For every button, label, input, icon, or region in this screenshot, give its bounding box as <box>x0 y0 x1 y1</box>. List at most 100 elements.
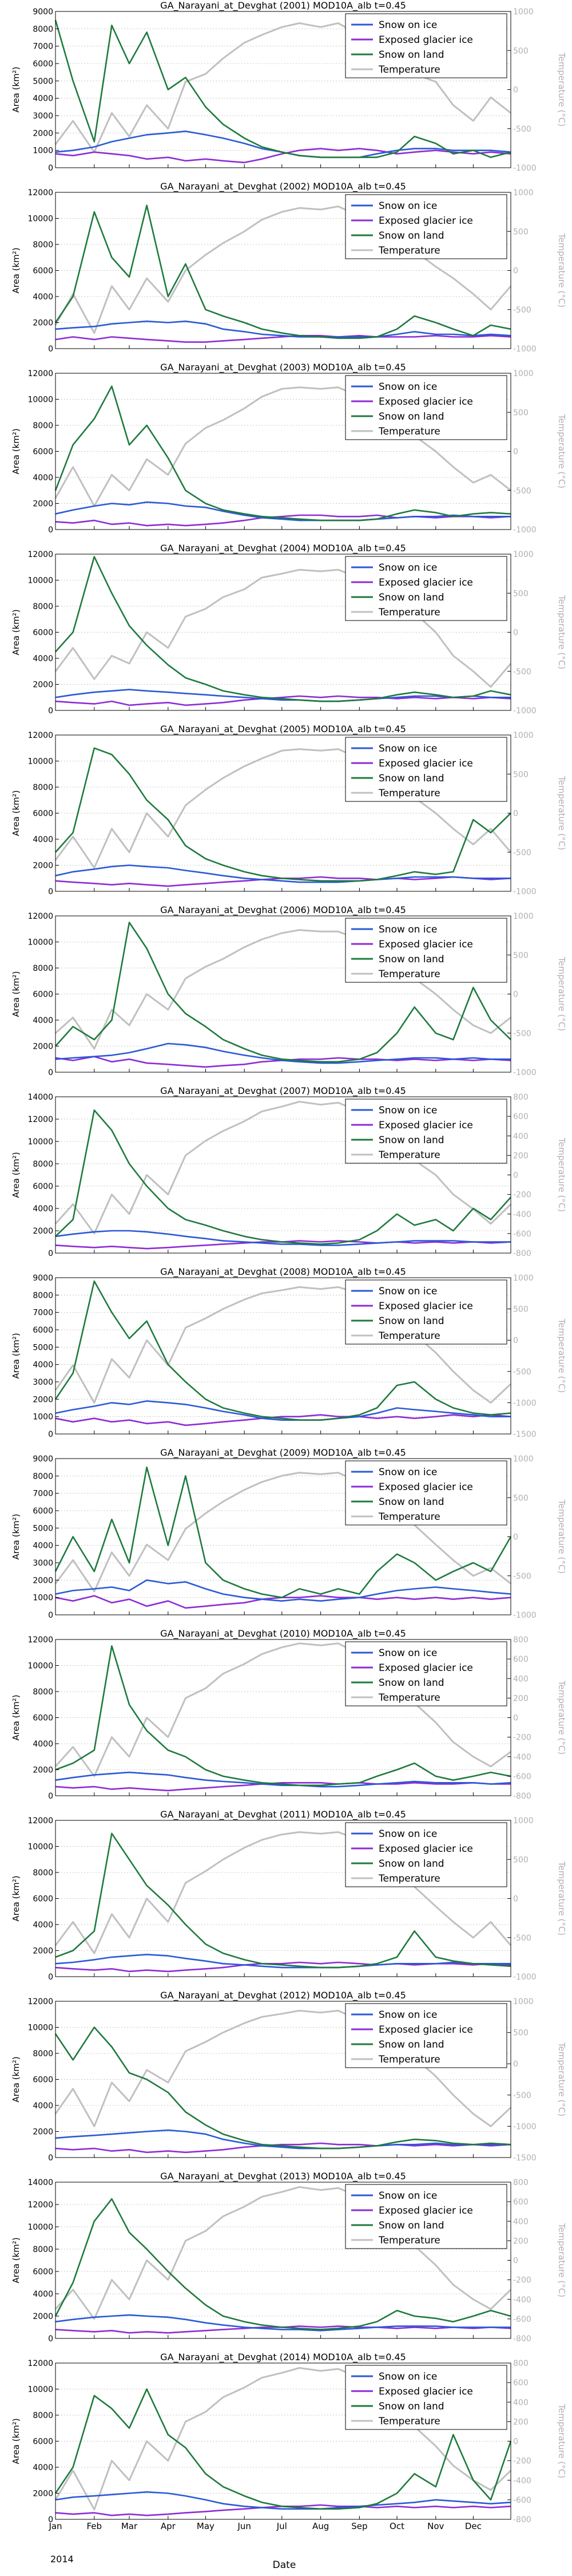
y-tick-label: 6000 <box>33 1714 53 1723</box>
y2-tick-label: 400 <box>513 1674 529 1684</box>
y2-tick-label: 500 <box>513 1305 529 1314</box>
y-tick-label: 5000 <box>33 1343 53 1352</box>
y2-tick-label: 0 <box>513 267 518 276</box>
y-tick-label: 0 <box>48 1792 53 1801</box>
legend-label-snow-on-ice: Snow on ice <box>379 1828 437 1840</box>
y2-tick-label: -1000 <box>513 345 537 354</box>
y-tick-label: 8000 <box>33 1291 53 1300</box>
y-axis-label: Area (km²) <box>11 1152 21 1198</box>
y2-axis-label: Temperature (°C) <box>557 1499 567 1574</box>
y2-tick-label: -200 <box>513 2276 531 2285</box>
chart-title: GA_Narayani_at_Devghat (2002) MOD10A_alb… <box>160 181 406 192</box>
y-tick-label: 0 <box>48 2515 53 2524</box>
y2-axis-label: Temperature (°C) <box>557 595 567 669</box>
series-line-temperature <box>54 2367 512 2511</box>
chart-panel: GA_Narayani_at_Devghat (2009) MOD10A_alb… <box>11 1447 567 1620</box>
y-tick-label: 0 <box>48 2334 53 2344</box>
y2-tick-label: -800 <box>513 2515 531 2524</box>
legend-label-exposed-glacier-ice: Exposed glacier ice <box>379 1662 473 1674</box>
chart-panel: GA_Narayani_at_Devghat (2001) MOD10A_alb… <box>11 0 567 173</box>
y2-tick-label: -200 <box>513 1191 531 1200</box>
y-axis-label: Area (km²) <box>11 428 21 474</box>
series-line-snow-on-land <box>54 204 511 339</box>
series-line-snow-on-ice <box>55 2129 511 2150</box>
y2-tick-label: 0 <box>513 1171 518 1180</box>
y-tick-label: 10000 <box>27 576 53 586</box>
series-line-temperature <box>54 1831 512 1954</box>
x-tick-label: Mar <box>121 2521 138 2531</box>
y2-tick-label: 500 <box>513 227 529 236</box>
legend-label-snow-on-land: Snow on land <box>379 2220 444 2231</box>
y-tick-label: 6000 <box>33 990 53 999</box>
legend: Snow on ice Exposed glacier ice Snow on la… <box>345 375 507 440</box>
y2-tick-label: -1000 <box>513 1398 537 1408</box>
y-tick-label: 14000 <box>27 1093 53 1102</box>
legend-label-exposed-glacier-ice: Exposed glacier ice <box>379 1120 473 1131</box>
legend-label-temperature: Temperature <box>378 1330 440 1342</box>
series-line-snow-on-ice <box>55 689 511 702</box>
y-tick-label: 2000 <box>33 2312 53 2321</box>
legend-label-exposed-glacier-ice: Exposed glacier ice <box>379 2205 473 2217</box>
y-axis-label: Area (km²) <box>11 1694 21 1740</box>
y-tick-label: 7000 <box>33 42 53 52</box>
series-line-snow-on-land <box>55 556 511 702</box>
y-tick-label: 8000 <box>33 240 53 250</box>
y2-tick-label: 0 <box>513 629 518 638</box>
y2-axis-label: Temperature (°C) <box>557 2042 567 2116</box>
y-tick-label: 12000 <box>27 188 53 197</box>
y2-tick-label: 0 <box>513 1714 518 1723</box>
y-tick-label: 5000 <box>33 77 53 86</box>
y2-axis-label: Temperature (°C) <box>557 2223 567 2297</box>
plot-frame <box>55 1277 511 1435</box>
x-tick-label: Jan <box>48 2521 62 2531</box>
y-tick-label: 2000 <box>33 2128 53 2137</box>
y-tick-label: 2000 <box>33 500 53 509</box>
y2-tick-label: -500 <box>513 848 531 858</box>
series-line-snow-on-land <box>54 385 511 521</box>
series-line-snow-on-land <box>55 922 511 1063</box>
series-line-snow-on-ice <box>55 864 511 883</box>
series-line-snow-on-land <box>55 1645 511 1787</box>
series-line-temperature <box>54 748 512 869</box>
chart-title: GA_Narayani_at_Devghat (2010) MOD10A_alb… <box>160 1628 406 1639</box>
year-label: 2014 <box>50 2554 74 2565</box>
y-tick-label: 12000 <box>27 369 53 378</box>
y2-tick-label: -1000 <box>513 1068 537 1077</box>
legend-label-snow-on-land: Snow on land <box>379 1858 444 1870</box>
y2-tick-label: 600 <box>513 1112 529 1121</box>
series-line-temperature <box>54 206 512 334</box>
legend-label-snow-on-land: Snow on land <box>379 592 444 603</box>
y2-tick-label: 0 <box>513 1336 518 1345</box>
y2-tick-label: 0 <box>513 2437 518 2447</box>
y2-axis-label: Temperature (°C) <box>557 1861 567 1935</box>
y-tick-label: 0 <box>48 706 53 716</box>
y-tick-label: 10000 <box>27 938 53 947</box>
legend-label-exposed-glacier-ice: Exposed glacier ice <box>379 1843 473 1855</box>
y-tick-label: 4000 <box>33 94 53 104</box>
chart-panel: GA_Narayani_at_Devghat (2002) MOD10A_alb… <box>11 181 567 354</box>
y-tick-label: 8000 <box>33 2245 53 2254</box>
y-tick-label: 10000 <box>27 1662 53 1671</box>
legend-label-snow-on-land: Snow on land <box>379 1496 444 1508</box>
chart-panel: GA_Narayani_at_Devghat (2004) MOD10A_alb… <box>11 543 567 716</box>
legend-label-exposed-glacier-ice: Exposed glacier ice <box>379 939 473 950</box>
y-tick-label: 8000 <box>33 421 53 430</box>
y-tick-label: 4000 <box>33 1542 53 1551</box>
y2-tick-label: 800 <box>513 2359 529 2368</box>
x-tick-label: Aug <box>312 2521 329 2531</box>
y2-tick-label: 500 <box>513 770 529 779</box>
y-tick-label: 6000 <box>33 2267 53 2277</box>
y-tick-label: 1000 <box>33 1594 53 1603</box>
y-axis-label: Area (km²) <box>11 609 21 655</box>
y2-tick-label: 1000 <box>513 1455 534 1464</box>
y2-tick-label: 1000 <box>513 188 534 197</box>
y2-tick-label: 1000 <box>513 912 534 921</box>
legend-label-temperature: Temperature <box>378 1511 440 1523</box>
y2-tick-label: 1000 <box>513 369 534 378</box>
chart-panel: GA_Narayani_at_Devghat (2003) MOD10A_alb… <box>11 362 567 535</box>
y-tick-label: 1000 <box>33 1413 53 1422</box>
series-line-temperature <box>54 386 511 507</box>
chart-title: GA_Narayani_at_Devghat (2007) MOD10A_alb… <box>160 1085 406 1097</box>
y-tick-label: 6000 <box>33 2437 53 2447</box>
